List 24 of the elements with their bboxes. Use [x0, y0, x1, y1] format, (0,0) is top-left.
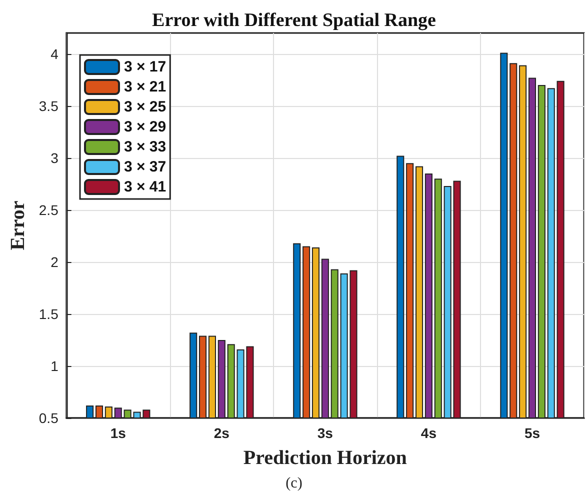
x-tick-label: 4s [420, 425, 437, 441]
legend-label: 3 × 37 [124, 158, 166, 176]
y-tick-label: 2.5 [38, 202, 59, 218]
y-axis-title: Error [7, 200, 29, 250]
x-axis-title: Prediction Horizon [243, 447, 407, 469]
y-tick-label: 4 [50, 46, 59, 62]
x-tick-label: 5s [524, 425, 540, 441]
y-tick-label: 3.5 [38, 98, 59, 114]
legend-label: 3 × 41 [124, 178, 166, 196]
chart-title: Error with Different Spatial Range [152, 10, 436, 31]
x-tick-label: 2s [214, 425, 230, 441]
legend-label: 3 × 29 [124, 118, 166, 136]
y-tick-label: 3 [50, 150, 59, 166]
legend-label: 3 × 21 [124, 78, 166, 96]
legend-label: 3 × 33 [124, 138, 166, 156]
y-tick-label: 2 [50, 254, 59, 270]
text: (c) [286, 476, 302, 492]
y-tick-label: 1 [50, 358, 59, 374]
legend-label: 3 × 25 [124, 98, 166, 116]
legend-label: 3 × 17 [124, 58, 166, 76]
y-tick-label: 0.5 [38, 410, 59, 426]
y-tick-label: 1.5 [38, 306, 59, 322]
x-tick-label: 3s [317, 425, 334, 441]
x-tick-label: 1s [110, 425, 126, 441]
